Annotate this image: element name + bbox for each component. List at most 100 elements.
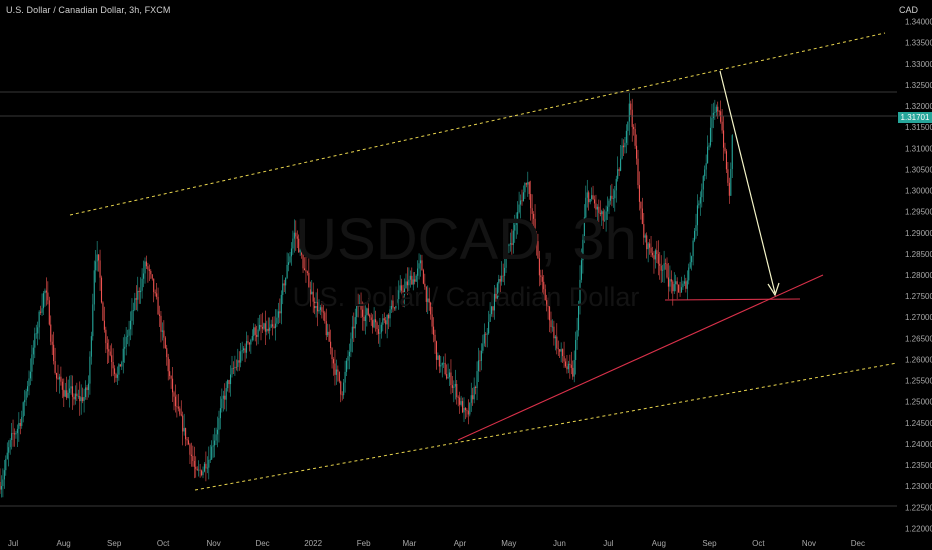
candle-body xyxy=(709,127,712,146)
candle-body xyxy=(227,380,229,389)
candle-body xyxy=(638,185,640,202)
candle-body xyxy=(492,306,494,311)
candle-body xyxy=(51,341,53,345)
candle-body xyxy=(670,279,672,282)
candle-body xyxy=(476,371,478,388)
candle-body xyxy=(298,238,300,253)
candle-body xyxy=(728,182,730,196)
upper-channel-trendline[interactable] xyxy=(69,32,886,216)
candle-body xyxy=(364,315,366,321)
candle-body xyxy=(288,262,290,265)
candle-body xyxy=(385,320,387,325)
candle-body xyxy=(190,454,192,456)
candle-body xyxy=(57,378,59,380)
price-tick-label: 1.31000 xyxy=(905,144,932,153)
candle-body xyxy=(131,310,133,321)
price-axis[interactable]: 1.34000 1.33500 1.33000 1.32500 1.32000 1.315… xyxy=(905,18,932,534)
candle-body xyxy=(187,440,190,445)
candle-body xyxy=(11,433,13,441)
candle-body xyxy=(122,348,124,363)
candle-body xyxy=(305,270,307,272)
candle-body xyxy=(340,381,342,395)
candle-body xyxy=(112,361,114,369)
candle-body xyxy=(401,285,403,291)
support-trendline[interactable] xyxy=(457,274,824,441)
candle-body xyxy=(562,349,564,357)
candle-body xyxy=(301,249,303,255)
candle-body xyxy=(649,243,651,248)
candle-body xyxy=(372,320,374,328)
time-tick-label: Jul xyxy=(8,539,18,548)
candle-body xyxy=(230,374,232,385)
candle-body xyxy=(354,317,356,329)
time-tick-label: Jul xyxy=(603,539,613,548)
candle-body xyxy=(663,263,665,270)
candle-body xyxy=(457,397,459,398)
candle-body xyxy=(546,300,548,306)
candle-body xyxy=(375,319,377,323)
price-tick-label: 1.27000 xyxy=(905,313,932,322)
candle-body xyxy=(24,399,26,403)
candle-body xyxy=(137,290,139,300)
candle-body xyxy=(182,415,184,432)
candle-body xyxy=(231,368,233,375)
support-horizontal[interactable] xyxy=(664,298,801,301)
candle-body xyxy=(589,199,591,203)
candle-body xyxy=(418,263,420,269)
candle-body xyxy=(138,290,140,293)
candle-body xyxy=(511,243,513,245)
candle-body xyxy=(274,323,277,328)
candle-body xyxy=(621,145,623,159)
candle-body xyxy=(464,408,466,411)
candle-body xyxy=(389,309,391,319)
candle-body xyxy=(189,444,191,455)
time-axis[interactable]: Jul Aug Sep Oct Nov Dec 2022 Feb Mar Apr May Jun Jul… xyxy=(8,539,865,548)
candle-body xyxy=(582,239,584,261)
candle-body xyxy=(264,323,266,332)
candle-body xyxy=(731,135,733,169)
candle-body xyxy=(456,383,458,398)
candle-body xyxy=(569,363,571,365)
candle-body xyxy=(414,279,416,282)
lower-channel-trendline[interactable] xyxy=(194,362,898,491)
candle-body xyxy=(61,381,63,390)
candle-body xyxy=(3,470,5,480)
candle-body xyxy=(105,329,107,344)
candle-body xyxy=(366,308,368,316)
candle-body xyxy=(662,269,664,271)
candle-body xyxy=(290,248,292,257)
candle-body xyxy=(554,336,556,339)
candlestick-series xyxy=(0,93,733,498)
candle-body xyxy=(473,387,475,400)
candle-body xyxy=(177,406,179,409)
candle-body xyxy=(69,388,71,393)
candle-body xyxy=(161,330,163,332)
candle-body xyxy=(422,270,424,284)
candle-body xyxy=(564,361,567,367)
candle-body xyxy=(158,314,161,316)
candle-body xyxy=(93,270,95,305)
candle-body xyxy=(596,206,598,210)
candle-body xyxy=(293,232,295,239)
candle-body xyxy=(215,434,217,441)
candle-body xyxy=(496,283,498,299)
candle-body xyxy=(688,267,690,281)
candle-body xyxy=(450,372,452,386)
candle-body xyxy=(116,374,118,378)
candle-body xyxy=(398,290,400,300)
candle-body xyxy=(299,249,301,253)
candle-body xyxy=(540,275,542,277)
candle-body xyxy=(549,306,551,321)
candle-body xyxy=(228,380,230,385)
candle-body xyxy=(196,468,198,471)
candle-body xyxy=(524,183,526,193)
price-tick-label: 1.25500 xyxy=(905,377,932,386)
candle-body xyxy=(148,269,150,271)
projection-arrow[interactable] xyxy=(719,70,776,294)
candle-body xyxy=(80,397,82,402)
candle-body xyxy=(656,250,658,255)
candle-body xyxy=(395,302,397,309)
candle-body xyxy=(92,304,94,337)
candle-body xyxy=(44,290,46,294)
